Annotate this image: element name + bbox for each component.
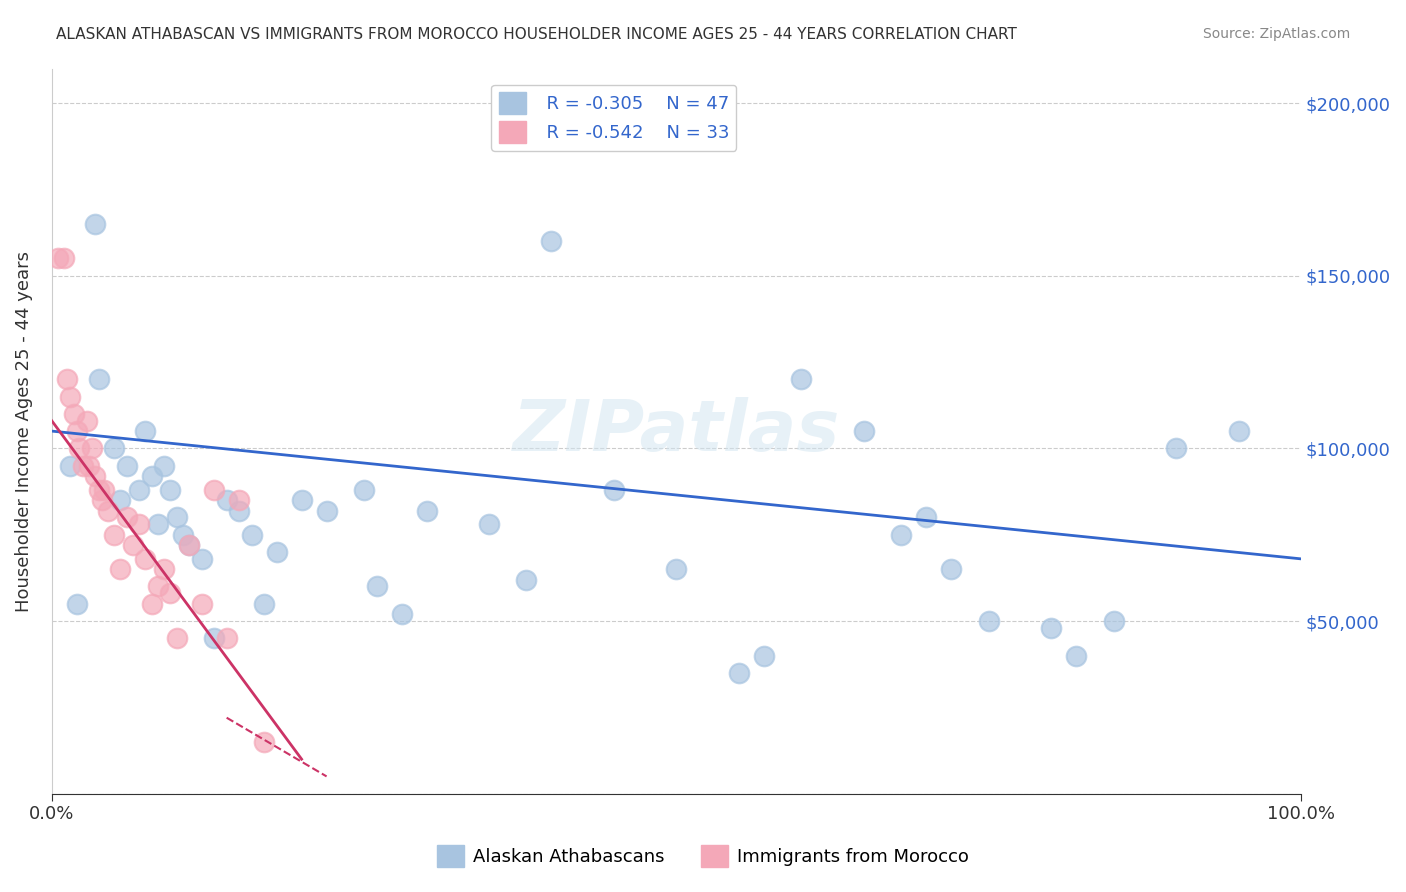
Point [1227, 424, 1250, 438]
Point [63, 407, 86, 421]
Point [190, 552, 212, 566]
Point [478, 517, 501, 532]
Point [915, 510, 938, 524]
Point [93, 483, 115, 497]
Point [790, 372, 813, 386]
Point [76, 414, 98, 428]
Point [166, 632, 188, 646]
Legend: Alaskan Athabascans, Immigrants from Morocco: Alaskan Athabascans, Immigrants from Mor… [430, 838, 976, 874]
Point [59, 390, 82, 404]
Point [128, 517, 150, 532]
Point [852, 424, 875, 438]
Point [67, 442, 90, 456]
Point [215, 493, 238, 508]
Point [172, 527, 194, 541]
Point [266, 545, 288, 559]
Point [166, 510, 188, 524]
Point [1040, 621, 1063, 635]
Point [415, 503, 437, 517]
Y-axis label: Householder Income Ages 25 - 44 years: Householder Income Ages 25 - 44 years [15, 251, 32, 612]
Point [90, 493, 112, 508]
Point [46, 252, 69, 266]
Point [515, 573, 537, 587]
Point [55, 372, 77, 386]
Point [391, 607, 413, 621]
Point [315, 503, 337, 517]
Point [153, 562, 176, 576]
Point [141, 469, 163, 483]
Point [253, 735, 276, 749]
Point [190, 597, 212, 611]
Point [89, 483, 111, 497]
Point [80, 442, 103, 456]
Point [215, 632, 238, 646]
Point [128, 483, 150, 497]
Point [366, 579, 388, 593]
Point [110, 493, 132, 508]
Point [202, 632, 225, 646]
Point [159, 483, 181, 497]
Point [253, 597, 276, 611]
Point [159, 586, 181, 600]
Point [72, 458, 94, 473]
Point [66, 424, 89, 438]
Point [103, 442, 125, 456]
Point [66, 597, 89, 611]
Point [53, 252, 76, 266]
Point [540, 234, 562, 248]
Point [977, 614, 1000, 628]
Point [115, 510, 138, 524]
Point [1064, 648, 1087, 663]
Point [202, 483, 225, 497]
Point [1102, 614, 1125, 628]
Point [146, 517, 169, 532]
Point [179, 538, 201, 552]
Point [103, 527, 125, 541]
Point [291, 493, 314, 508]
Point [89, 372, 111, 386]
Point [179, 538, 201, 552]
Point [84, 469, 107, 483]
Point [752, 648, 775, 663]
Point [110, 562, 132, 576]
Text: ZIPatlas: ZIPatlas [513, 397, 839, 466]
Point [228, 493, 250, 508]
Point [890, 527, 912, 541]
Text: ALASKAN ATHABASCAN VS IMMIGRANTS FROM MOROCCO HOUSEHOLDER INCOME AGES 25 - 44 YE: ALASKAN ATHABASCAN VS IMMIGRANTS FROM MO… [56, 27, 1017, 42]
Point [228, 503, 250, 517]
Point [665, 562, 688, 576]
Point [153, 458, 176, 473]
Legend:   R = -0.305    N = 47,   R = -0.542    N = 33: R = -0.305 N = 47, R = -0.542 N = 33 [491, 85, 737, 151]
Point [84, 217, 107, 231]
Point [59, 458, 82, 473]
Point [97, 503, 120, 517]
Point [122, 538, 145, 552]
Point [603, 483, 626, 497]
Point [134, 424, 156, 438]
Point [240, 527, 263, 541]
Text: Source: ZipAtlas.com: Source: ZipAtlas.com [1202, 27, 1350, 41]
Point [134, 552, 156, 566]
Point [727, 665, 749, 680]
Point [77, 458, 100, 473]
Point [141, 597, 163, 611]
Point [353, 483, 375, 497]
Point [115, 458, 138, 473]
Point [1164, 442, 1187, 456]
Point [941, 562, 963, 576]
Point [146, 579, 169, 593]
